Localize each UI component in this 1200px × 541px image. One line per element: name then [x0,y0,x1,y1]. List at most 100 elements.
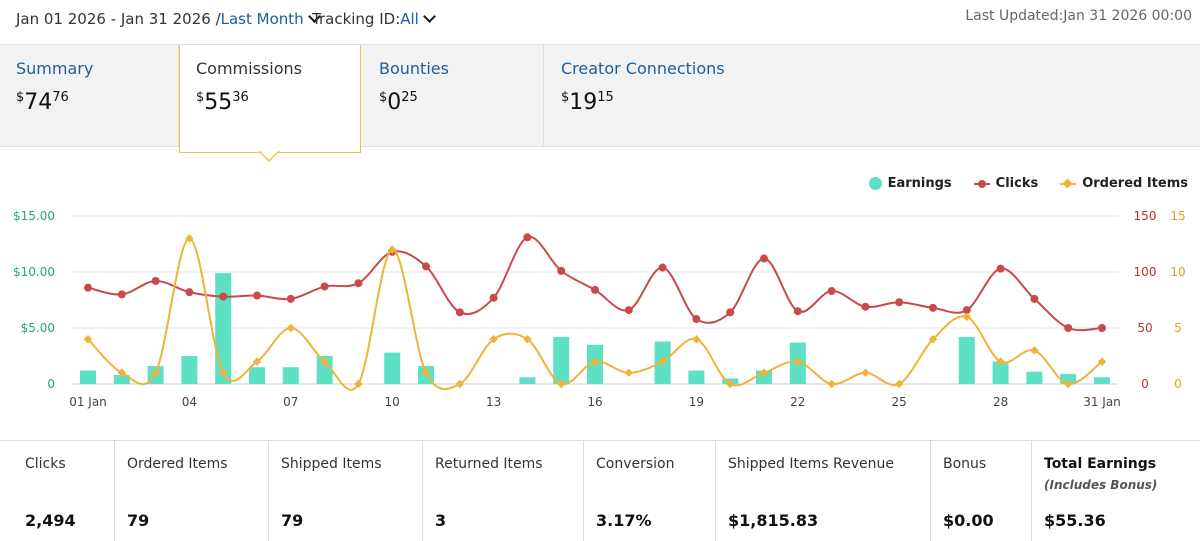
clicks-point [591,285,599,294]
amount-whole: 55 [204,90,233,115]
amount-whole: 74 [24,90,53,115]
earnings-bar [249,367,265,384]
clicks-point [151,276,160,285]
active-tab-pointer-fill [259,150,279,160]
stat-conversion: Conversion 3.17% [584,441,716,541]
earnings-bar [1026,371,1043,384]
stat-shipped-revenue: Shipped Items Revenue $1,815.83 [716,441,931,541]
earnings-bar [384,352,401,384]
ordered-items-point [590,357,600,366]
earnings-bar [553,336,570,384]
period-selector[interactable]: Last Month [220,10,304,28]
stat-value: 79 [127,511,150,530]
ordered-axis-tick-label: 15 [1170,209,1185,223]
ordered-items-point [725,379,735,389]
stat-value: 79 [281,511,304,530]
last-updated-value: Jan 31 2026 00:00 [1063,8,1192,24]
ordered-items-point [185,234,194,243]
earnings-swatch-icon [868,177,882,190]
ordered-items-point [421,368,431,378]
stat-returned-items: Returned Items 3 [423,441,584,541]
stat-shipped-items: Shipped Items 79 [269,441,423,541]
earnings-bar [992,361,1009,384]
ordered-items-point [286,323,296,333]
earnings-bar [519,377,536,384]
report-header: Jan 01 2026 - Jan 31 2026 /Last Month Tr… [0,0,1200,44]
clicks-point [84,283,92,292]
x-axis-tick-label: 13 [486,395,501,409]
stat-value: $0.00 [943,511,994,530]
clicks-axis-tick-label: 150 [1134,209,1157,223]
clicks-point [354,279,363,288]
legend-label: Earnings [887,176,952,191]
x-axis-tick-label: 22 [790,395,805,409]
ordered-items-point [658,357,667,366]
clicks-point [624,306,633,315]
tab-amount: $1915 [561,90,614,115]
clicks-point [929,303,937,312]
earnings-bar [958,336,975,384]
clicks-point [117,290,126,299]
clicks-point [523,233,532,242]
tracking-id-selector[interactable]: Tracking ID:All [312,10,436,28]
tab-label: Creator Connections [561,59,725,78]
ordered-axis-tick-label: 5 [1174,321,1182,335]
stat-label: Ordered Items [127,456,228,472]
ordered-items-point [151,368,160,378]
earnings-axis-tick-label: $5.00 [21,321,55,335]
ordered-items-point [1030,346,1039,355]
tab-creator-connections[interactable]: Creator Connections $1915 [545,45,1200,147]
stat-value: $55.36 [1044,511,1106,530]
tab-bounties[interactable]: Bounties $025 [363,45,544,147]
currency-symbol: $ [379,90,388,105]
x-axis-tick-label: 01 Jan [69,395,107,409]
amount-whole: 0 [387,90,402,115]
stat-label: Clicks [25,456,66,472]
stat-value: 3 [435,511,447,530]
stat-clicks: Clicks 2,494 [13,441,115,541]
earnings-bar [181,356,198,384]
clicks-point [692,315,701,324]
ordered-axis-tick-label: 0 [1174,377,1182,391]
earnings-axis-tick-label: $15.00 [13,209,55,223]
ordered-items-point [320,357,329,366]
clicks-point [793,307,802,316]
tab-summary[interactable]: Summary $7476 [0,45,179,147]
legend-clicks[interactable]: Clicks [973,176,1038,191]
earnings-tabs: Summary $7476 Commissions $5536 Bounties… [0,44,1200,153]
ordered-items-point [489,334,498,344]
tab-commissions[interactable]: Commissions $5536 [179,45,361,153]
earnings-bar [1094,377,1110,384]
ordered-items-point [894,379,904,389]
ordered-items-point [387,245,397,254]
clicks-point [253,291,261,300]
date-range-picker[interactable]: Jan 01 2026 - Jan 31 2026 /Last Month [16,10,321,28]
ordered-items-point [354,379,363,389]
stat-total-earnings: Total Earnings (Includes Bonus) $55.36 [1032,441,1200,541]
chart-legend: Earnings Clicks Ordered Items [868,176,1188,191]
amount-cents: 15 [597,90,614,105]
stat-value: 2,494 [25,511,76,530]
earnings-bar [316,356,333,384]
clicks-point [760,254,768,263]
tracking-id-value[interactable]: All [400,10,419,28]
legend-ordered-items[interactable]: Ordered Items [1060,176,1188,191]
ordered-items-point [827,379,836,389]
clicks-series-line [87,236,1103,332]
amount-whole: 19 [569,90,598,115]
stat-value: $1,815.83 [728,511,819,530]
ordered-items-point [996,357,1005,366]
last-updated-label: Last Updated: [965,8,1064,24]
tab-label: Summary [16,59,94,78]
chart-plot: $15.00 150 15$10.00 100 10$5.00 50 50 0 001 Jan 0… [13,209,1186,409]
ordered-items-point [252,357,262,366]
clicks-point [320,282,329,291]
earnings-bar [688,370,705,384]
clicks-axis-tick-label: 50 [1137,321,1152,335]
clicks-point [962,306,971,315]
legend-earnings[interactable]: Earnings [868,176,952,191]
clicks-point [726,308,735,317]
tracking-id-label: Tracking ID: [312,10,401,28]
chevron-down-icon[interactable] [422,10,436,23]
tab-amount: $5536 [196,90,249,115]
